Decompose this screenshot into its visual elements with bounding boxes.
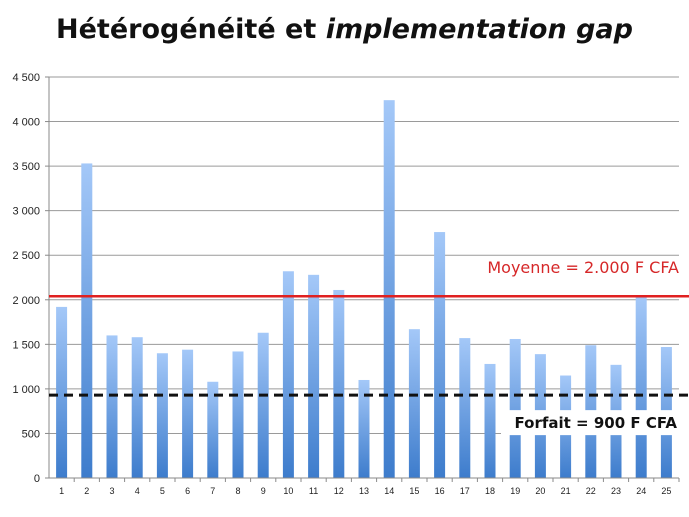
mean-label: Moyenne = 2.000 F CFA bbox=[487, 258, 679, 277]
x-tick-label: 23 bbox=[611, 486, 621, 496]
bar-17 bbox=[459, 338, 471, 478]
x-tick-label: 19 bbox=[510, 486, 520, 496]
y-tick-label: 4 500 bbox=[12, 72, 40, 84]
bar-24 bbox=[635, 296, 647, 478]
bar-13 bbox=[358, 379, 370, 478]
bar-2 bbox=[81, 163, 93, 478]
forfait-label: Forfait = 900 F CFA bbox=[515, 414, 678, 432]
bar-11 bbox=[308, 274, 320, 478]
x-tick-label: 9 bbox=[261, 486, 266, 496]
x-tick-label: 22 bbox=[586, 486, 596, 496]
x-tick-label: 25 bbox=[661, 486, 671, 496]
bar-10 bbox=[282, 271, 294, 478]
bar-3 bbox=[106, 335, 118, 478]
x-tick-label: 10 bbox=[283, 486, 293, 496]
bar-5 bbox=[156, 353, 168, 478]
bar-4 bbox=[131, 337, 143, 478]
x-tick-label: 3 bbox=[109, 486, 114, 496]
x-tick-label: 2 bbox=[84, 486, 89, 496]
x-tick-label: 24 bbox=[636, 486, 646, 496]
x-tick-label: 12 bbox=[334, 486, 344, 496]
bar-7 bbox=[207, 381, 219, 478]
y-tick-label: 1 000 bbox=[12, 384, 40, 396]
x-tick-label: 11 bbox=[309, 486, 318, 496]
x-tick-label: 13 bbox=[359, 486, 369, 496]
y-tick-label: 3 500 bbox=[12, 161, 40, 173]
x-tick-label: 6 bbox=[185, 486, 190, 496]
gridlines bbox=[49, 76, 679, 434]
bar-9 bbox=[257, 332, 269, 478]
y-tick-label: 2 000 bbox=[12, 295, 40, 307]
x-tick-label: 18 bbox=[485, 486, 495, 496]
bar-14 bbox=[383, 100, 395, 479]
bar-6 bbox=[182, 349, 194, 478]
y-tick-label: 500 bbox=[22, 428, 40, 440]
chart-title: Hétérogénéité et implementation gap bbox=[0, 14, 689, 45]
y-tick-label: 4 000 bbox=[12, 117, 40, 129]
bar-18 bbox=[484, 363, 496, 478]
y-tick-label: 1 500 bbox=[12, 339, 40, 351]
x-tick-label: 17 bbox=[460, 486, 470, 496]
bar-19 bbox=[509, 338, 521, 478]
x-tick-label: 15 bbox=[409, 486, 419, 496]
chart-title-italic: implementation gap bbox=[325, 14, 633, 45]
y-tick-label: 3 000 bbox=[12, 206, 40, 218]
forfait-label-bg bbox=[501, 410, 683, 436]
y-tick-label: 0 bbox=[34, 473, 40, 485]
x-tick-label: 20 bbox=[535, 486, 545, 496]
bar-8 bbox=[232, 351, 244, 478]
x-tick-label: 7 bbox=[210, 486, 215, 496]
x-tick-label: 21 bbox=[561, 486, 571, 496]
bar-1 bbox=[56, 306, 68, 478]
x-tick-label: 5 bbox=[160, 486, 165, 496]
y-tick-label: 2 500 bbox=[12, 250, 40, 262]
x-tick-label: 8 bbox=[235, 486, 240, 496]
x-tick-label: 14 bbox=[384, 486, 394, 496]
axes: 0 500 1 000 1 500 2 000 2 500 3 000 3 500 4 000 4… bbox=[12, 72, 680, 496]
x-tick-label: 1 bbox=[59, 486, 64, 496]
chart-title-main: Hétérogénéité et bbox=[56, 14, 326, 45]
reference-lines: Moyenne = 2.000 F CFA Forfait = 900 F CFA bbox=[49, 258, 689, 436]
x-tick-label: 16 bbox=[435, 486, 445, 496]
bar-16 bbox=[434, 232, 446, 478]
bar-15 bbox=[408, 329, 420, 478]
x-tick-label: 4 bbox=[135, 486, 140, 496]
bar-12 bbox=[333, 289, 345, 478]
